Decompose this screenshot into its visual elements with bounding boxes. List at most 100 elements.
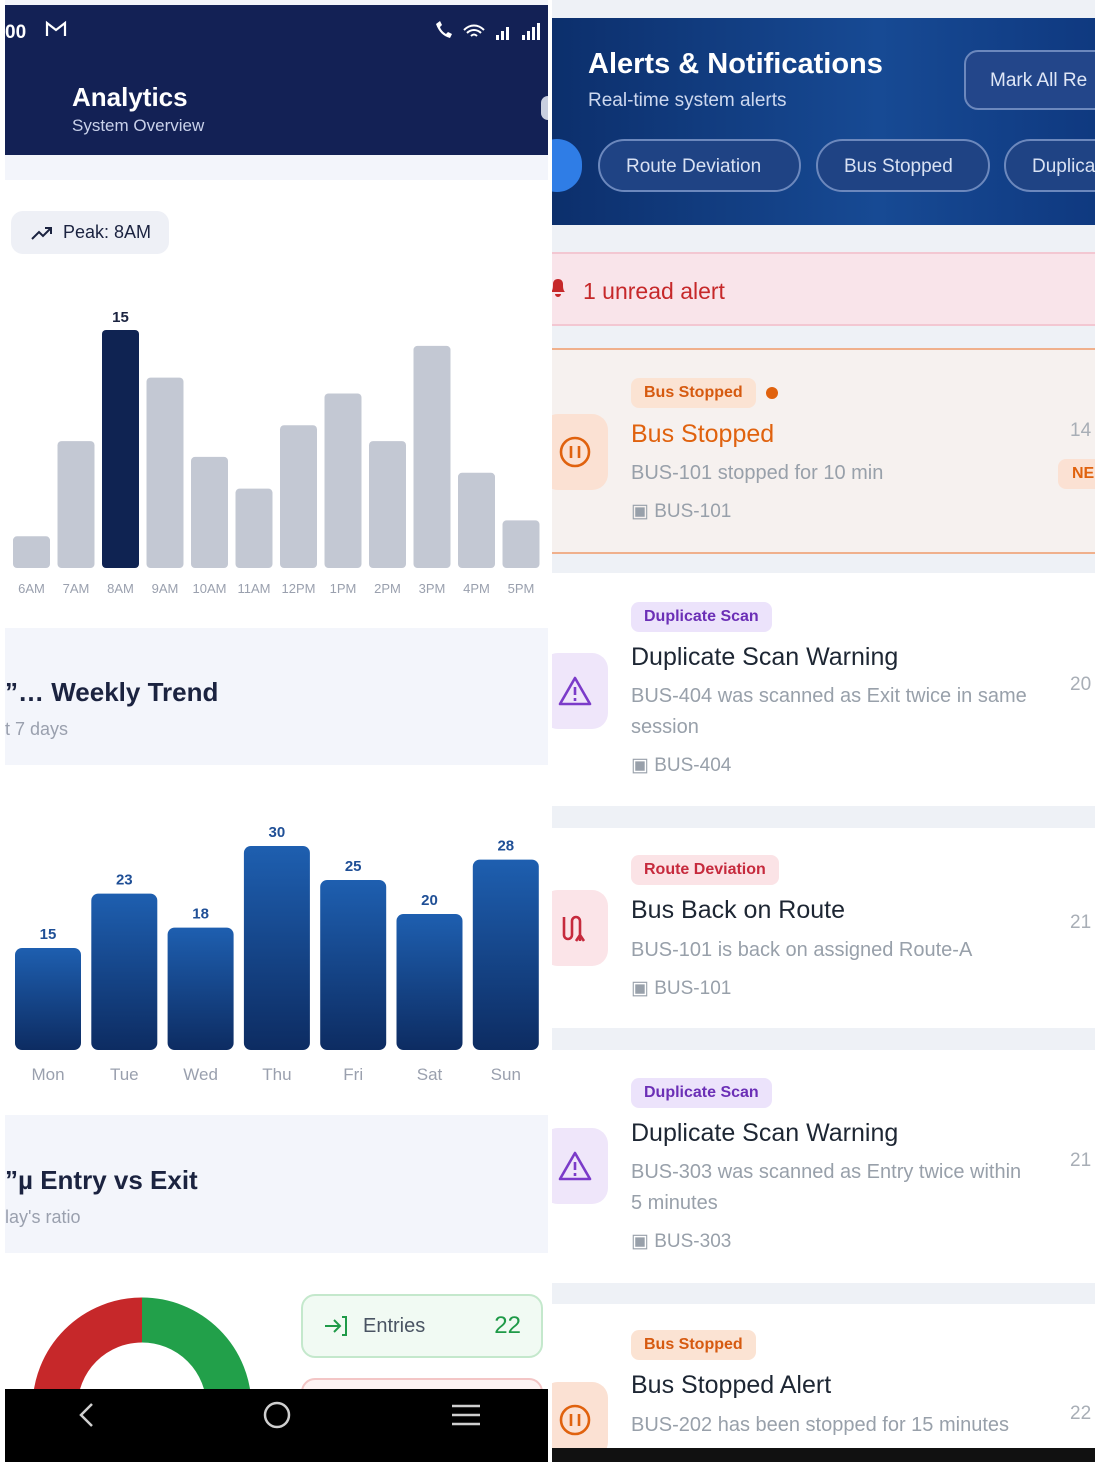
weekly-trend-subtitle: t 7 days: [5, 719, 69, 739]
bar-1PM: [324, 393, 362, 568]
bar-Wed: [167, 927, 234, 1050]
bus-icon: ▣: [631, 978, 655, 999]
new-badge: NE: [1058, 459, 1095, 489]
tick-12PM: 12PM: [282, 581, 316, 596]
bar-Fri: [320, 880, 387, 1050]
entries-stat: Entries 22: [301, 1294, 543, 1358]
entry-exit-donut: [33, 1297, 251, 1395]
bar-3PM: [413, 345, 451, 568]
bar-Thu: [243, 846, 310, 1050]
peak-chip: Peak: 8AM: [11, 211, 169, 254]
alert-title: Duplicate Scan Warning: [631, 1119, 899, 1147]
back-icon[interactable]: [63, 1400, 113, 1438]
tick-Sat: Sat: [417, 1065, 443, 1084]
value-label-8AM: 15: [112, 309, 129, 326]
mark-all-read-button[interactable]: Mark All Re: [964, 50, 1095, 110]
home-icon[interactable]: [252, 1400, 302, 1438]
alert-time: 21: [1070, 1150, 1092, 1171]
bar-5PM: [502, 520, 540, 568]
tick-Mon: Mon: [31, 1065, 64, 1084]
tick-2PM: 2PM: [374, 581, 401, 596]
page-title: Analytics: [72, 82, 188, 112]
tick-Fri: Fri: [343, 1065, 363, 1084]
weekly-trend-title: ”… Weekly Trend: [5, 677, 219, 707]
tick-4PM: 4PM: [463, 581, 490, 596]
filter-duplicate-scan[interactable]: Duplica: [1004, 139, 1095, 192]
alert-tag: Duplicate Scan: [631, 602, 772, 632]
bar-12PM: [280, 425, 317, 568]
pause-icon: [552, 1382, 608, 1458]
bar-6AM: [13, 536, 50, 568]
warning-icon: [552, 1128, 608, 1204]
page-subtitle: System Overview: [72, 116, 205, 135]
bar-Sun: [472, 859, 539, 1050]
tick-7AM: 7AM: [63, 581, 90, 596]
unread-text: 1 unread alert: [583, 278, 725, 304]
route-icon: [552, 890, 608, 966]
entries-label: Entries: [363, 1314, 426, 1337]
filter-bus-stopped[interactable]: Bus Stopped: [816, 139, 990, 192]
header-button-edge[interactable]: [541, 96, 548, 120]
alert-bus-id: BUS-404: [654, 755, 732, 776]
gmail-icon: [45, 20, 67, 44]
hourly-bar-chart: 6AM 7AM 8AM 15 9AM 10AM 11AM 12PM 1PM 2PM 3PM 4PM 5P…: [13, 309, 540, 596]
entries-value: 22: [494, 1312, 521, 1339]
value-label-Thu: 30: [269, 824, 286, 841]
warning-icon: [552, 653, 608, 729]
value-label-Tue: 23: [116, 872, 133, 889]
alert-title: Bus Back on Route: [631, 896, 846, 924]
tick-10AM: 10AM: [193, 581, 227, 596]
alert-description: BUS-404 was scanned as Exit twice in sam…: [631, 685, 1027, 738]
bar-7AM: [57, 441, 95, 568]
tick-6AM: 6AM: [18, 581, 45, 596]
tick-Sun: Sun: [491, 1065, 521, 1084]
value-label-Sat: 20: [421, 892, 438, 909]
alert-time: 14: [1070, 420, 1092, 441]
pause-icon: [552, 414, 608, 490]
value-label-Sun: 28: [497, 838, 514, 855]
donut-slice-exits: [33, 1297, 143, 1395]
tick-3PM: 3PM: [419, 581, 446, 596]
alert-time: 20: [1070, 674, 1092, 695]
weekly-bar-chart: 15 Mon 23 Tue 18 Wed 30 Thu 25 Fri 20 Sat 28 Sun: [15, 824, 539, 1084]
menu-icon[interactable]: [441, 1400, 491, 1438]
alert-bus-id: BUS-101: [654, 501, 732, 522]
tick-11AM: 11AM: [238, 581, 271, 596]
alert-bus: ▣ BUS-101: [631, 977, 731, 1000]
entry-exit-title: ”µ Entry vs Exit: [5, 1165, 198, 1195]
alerts-subtitle: Real-time system alerts: [588, 90, 787, 111]
analytics-header: [5, 5, 548, 155]
alert-title: Bus Stopped Alert: [631, 1371, 832, 1399]
alert-title: Bus Stopped: [631, 420, 775, 448]
unread-banner: 1 unread alert: [552, 252, 1095, 326]
filter-route-deviation[interactable]: Route Deviation: [598, 139, 801, 192]
bar-10AM: [191, 456, 228, 568]
donut-slice-entries: [141, 1297, 251, 1395]
android-nav-bar: [5, 1389, 548, 1462]
bus-icon: ▣: [631, 501, 655, 522]
bar-11AM: [235, 488, 273, 568]
bar-8AM: [102, 330, 139, 568]
bell-icon: [552, 276, 565, 304]
bar-4PM: [458, 472, 495, 568]
alert-bus-id: BUS-303: [654, 1231, 732, 1252]
alerts-screen: Alerts & Notifications Real-time system …: [552, 0, 1095, 1462]
tick-5PM: 5PM: [508, 581, 535, 596]
alert-time: 22: [1070, 1403, 1092, 1424]
analytics-screen: 00 Analytics System Overview Peak: 8AM 6…: [5, 0, 548, 1462]
value-label-Mon: 15: [40, 926, 57, 943]
alert-bus: ▣ BUS-303: [631, 1230, 731, 1253]
alert-tag: Bus Stopped: [631, 378, 756, 408]
alert-tag: Bus Stopped: [631, 1330, 756, 1360]
trend-up-icon: [31, 226, 52, 240]
alert-title: Duplicate Scan Warning: [631, 643, 899, 671]
alert-tag: Route Deviation: [631, 855, 779, 885]
tick-Tue: Tue: [110, 1065, 139, 1084]
alert-tag: Duplicate Scan: [631, 1078, 772, 1108]
bar-Sat: [396, 914, 463, 1050]
tick-8AM: 8AM: [107, 581, 134, 596]
bar-Tue: [91, 893, 158, 1050]
alert-time: 21: [1070, 912, 1092, 933]
value-label-Wed: 18: [192, 906, 209, 923]
alert-description: BUS-202 has been stopped for 15 minutes: [631, 1414, 1010, 1436]
